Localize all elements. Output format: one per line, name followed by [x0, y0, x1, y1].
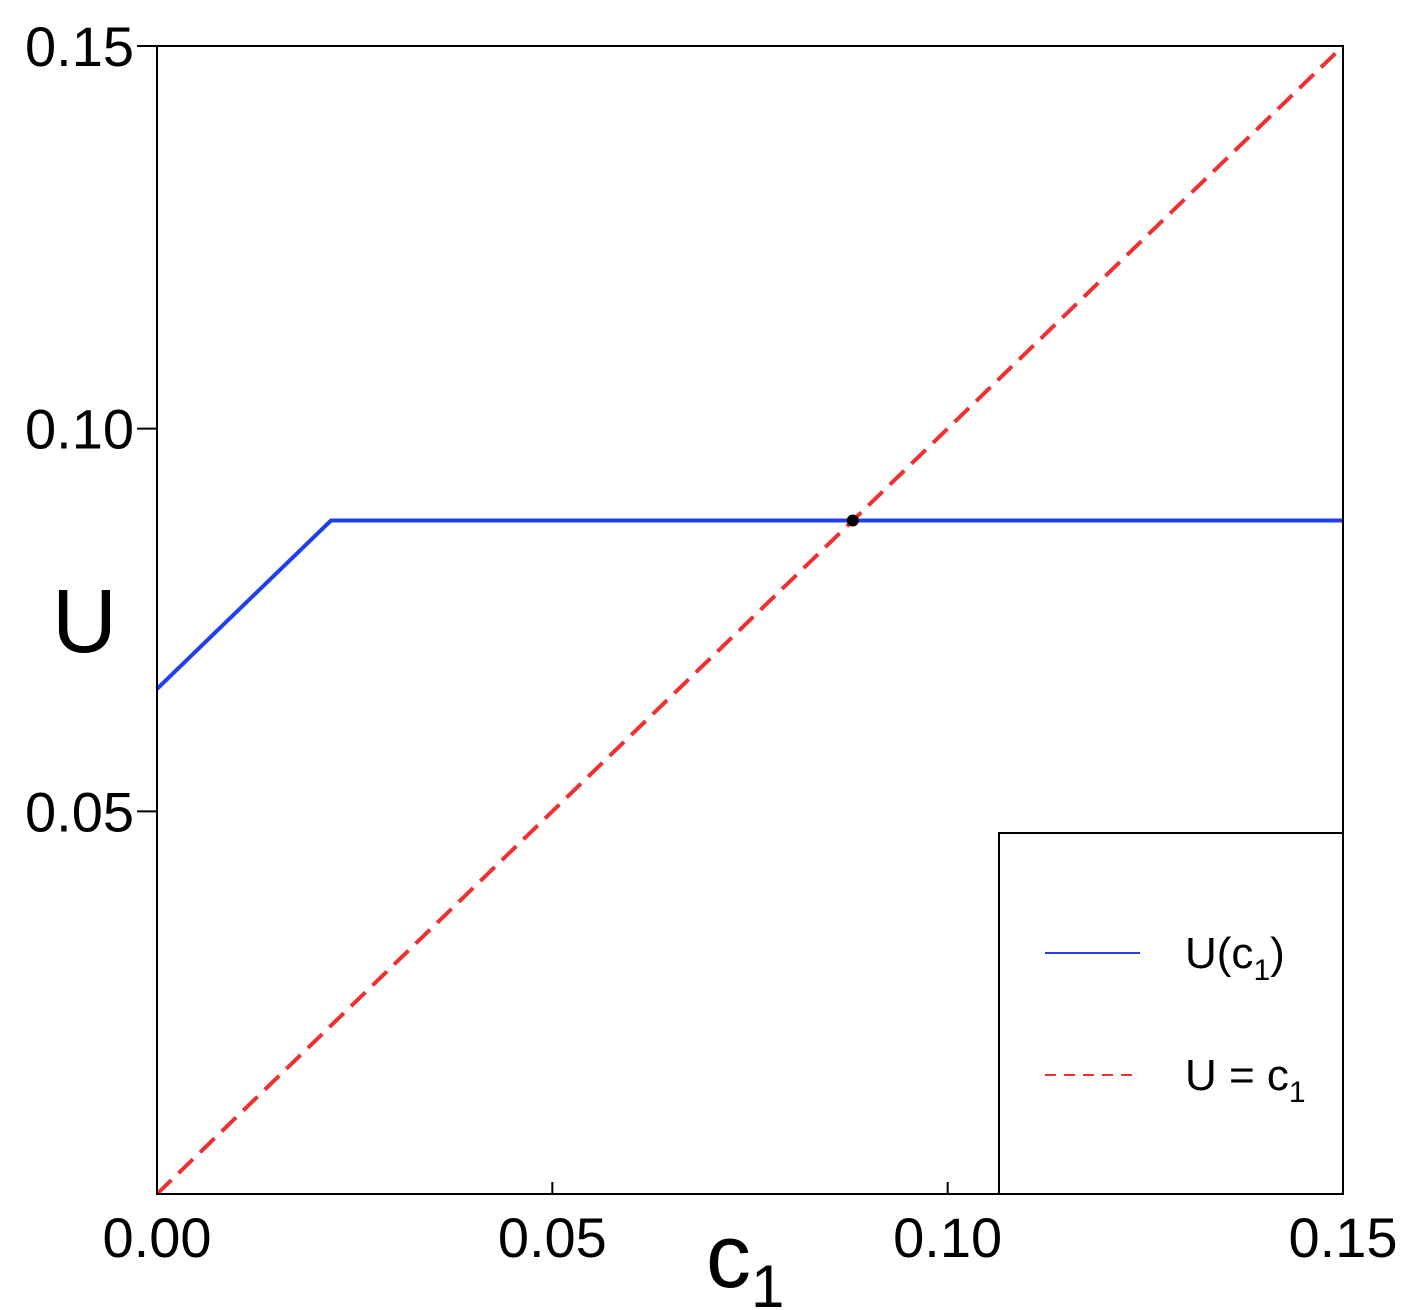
- series-line-2: [155, 44, 1345, 1196]
- x-tick-label: 0.10: [893, 1206, 1002, 1269]
- legend: U(c1)U = c1: [998, 832, 1344, 1195]
- intersection-point: [846, 514, 859, 527]
- legend-label-main: U = c: [1185, 1051, 1289, 1100]
- x-tick-label: 0.05: [498, 1206, 607, 1269]
- legend-label-tail: ): [1270, 929, 1285, 978]
- legend-label-1: U(c1): [1185, 929, 1285, 987]
- legend-label-2: U = c1: [1185, 1051, 1306, 1109]
- y-tick-label: 0.15: [25, 15, 134, 78]
- x-axis-title: c1: [706, 1207, 784, 1310]
- x-axis-title-main: c: [706, 1207, 751, 1307]
- y-tick-label: 0.10: [25, 398, 134, 461]
- series-line-1: [155, 518, 1343, 691]
- x-tick-label: 0.15: [1289, 1206, 1398, 1269]
- x-tick-label: 0.00: [103, 1206, 212, 1269]
- x-axis-title-sub: 1: [751, 1253, 784, 1310]
- series-layer: [155, 44, 1345, 1196]
- y-tick-label: 0.05: [25, 780, 134, 843]
- legend-label-sub: 1: [1289, 1076, 1306, 1109]
- plot-frame: [156, 45, 1344, 1195]
- y-axis-title: U: [52, 572, 117, 672]
- ticks-layer: 0.00 0.05 0.10 0.15 0.05 0.10 0.15: [25, 15, 1398, 1269]
- legend-label-main: U(c: [1185, 929, 1253, 978]
- legend-label-sub: 1: [1253, 954, 1270, 987]
- legend-box: [998, 832, 1344, 1195]
